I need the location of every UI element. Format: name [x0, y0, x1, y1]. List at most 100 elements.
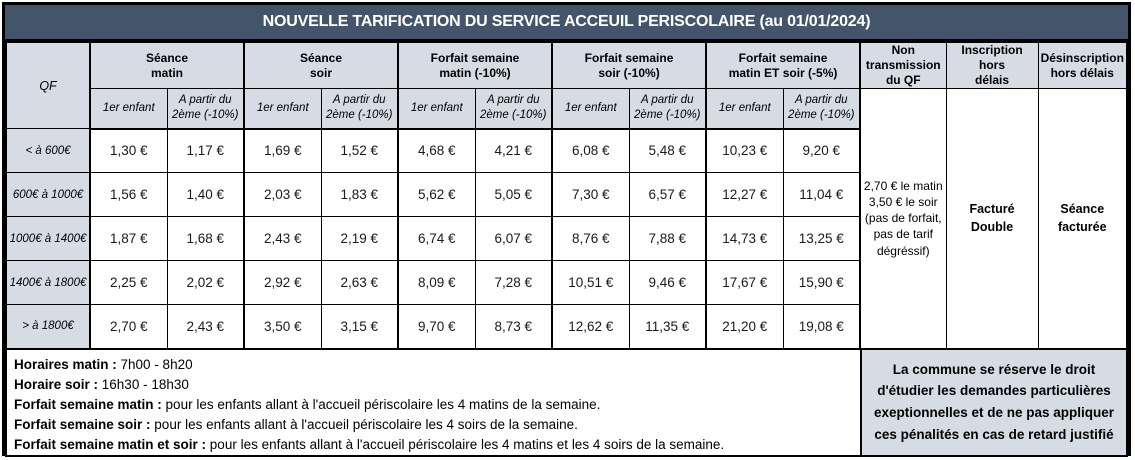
price-cell: 2,02 € [166, 260, 245, 305]
note-text: pour les enfants allant à l'accueil péri… [161, 396, 601, 412]
column-header-non-transmission: Non transmission du QF [859, 41, 947, 89]
subheader-2eme-enfant: A partir du 2ème (-10%) [782, 88, 861, 130]
price-cell: 8,73 € [474, 304, 553, 349]
table-row: 1000€ à 1400€ 1,87 € 1,68 € 2,43 € 2,19 … [5, 216, 1127, 261]
subheader-1er-enfant: 1er enfant [89, 88, 168, 130]
price-cell: 2,43 € [166, 304, 245, 349]
subheader-1er-enfant: 1er enfant [397, 88, 476, 130]
column-header-inscription-hors-delais: Inscription hors délais [945, 41, 1039, 89]
price-cell: 2,43 € [243, 216, 322, 261]
price-cell: 6,08 € [551, 128, 630, 173]
qf-range-label: < à 600€ [5, 128, 91, 173]
subheader-1er-enfant: 1er enfant [243, 88, 322, 130]
price-cell: 13,25 € [782, 216, 861, 261]
note-label: Horaire soir : [14, 376, 99, 392]
price-cell: 21,20 € [705, 304, 784, 349]
price-cell: 1,52 € [320, 128, 399, 173]
price-cell: 2,63 € [320, 260, 399, 305]
subheader-2eme-enfant: A partir du 2ème (-10%) [628, 88, 707, 130]
note-label: Forfait semaine matin : [14, 396, 162, 412]
price-cell: 12,62 € [551, 304, 630, 349]
price-cell: 10,51 € [551, 260, 630, 305]
qf-range-label: > à 1800€ [5, 304, 91, 349]
group-header-forfait-matin: Forfait semaine matin (-10%) [396, 41, 553, 89]
column-header-desinscription-hors-delais: Désinscription hors délais [1037, 41, 1128, 89]
price-cell: 1,68 € [166, 216, 245, 261]
price-cell: 17,67 € [705, 260, 784, 305]
group-header-forfait-soir: Forfait semaine soir (-10%) [551, 41, 707, 89]
price-cell: 6,57 € [628, 172, 707, 217]
price-cell: 1,30 € [89, 128, 168, 173]
price-cell: 6,74 € [397, 216, 476, 261]
price-cell: 15,90 € [782, 260, 861, 305]
table-row: 600€ à 1000€ 1,56 € 1,40 € 2,03 € 1,83 €… [5, 172, 1127, 217]
price-cell: 2,92 € [243, 260, 322, 305]
qf-range-label: 1000€ à 1400€ [5, 216, 91, 261]
price-cell: 11,04 € [782, 172, 861, 217]
price-cell: 9,70 € [397, 304, 476, 349]
subheader-1er-enfant: 1er enfant [551, 88, 630, 130]
table-row: > à 1800€ 2,70 € 2,43 € 3,50 € 3,15 € 9,… [5, 304, 1127, 349]
price-cell: 7,30 € [551, 172, 630, 217]
price-cell: 1,87 € [89, 216, 168, 261]
inscription-penalty: Facturé Double [945, 88, 1039, 349]
price-cell: 12,27 € [705, 172, 784, 217]
qf-range-label: 600€ à 1000€ [5, 172, 91, 217]
price-cell: 2,03 € [243, 172, 322, 217]
note-forfait-matin-soir: Forfait semaine matin et soir : pour les… [14, 435, 853, 455]
qf-column-header: QF [5, 41, 91, 129]
subheader-2eme-enfant: A partir du 2ème (-10%) [474, 88, 553, 130]
subheader-2eme-enfant: A partir du 2ème (-10%) [320, 88, 399, 130]
price-cell: 6,07 € [474, 216, 553, 261]
note-forfait-matin: Forfait semaine matin : pour les enfants… [14, 395, 853, 415]
subheader-1er-enfant: 1er enfant [705, 88, 784, 130]
price-cell: 2,25 € [89, 260, 168, 305]
price-cell: 7,28 € [474, 260, 553, 305]
note-horaire-soir: Horaire soir : 16h30 - 18h30 [14, 375, 853, 395]
price-cell: 4,21 € [474, 128, 553, 173]
table-row: 1400€ à 1800€ 2,25 € 2,02 € 2,92 € 2,63 … [5, 260, 1127, 305]
price-cell: 8,76 € [551, 216, 630, 261]
price-cell: 4,68 € [397, 128, 476, 173]
note-text: pour les enfants allant à l'accueil péri… [150, 416, 578, 432]
schedule-notes: Horaires matin : 7h00 - 8h20 Horaire soi… [5, 349, 862, 457]
price-cell: 3,15 € [320, 304, 399, 349]
price-cell: 1,69 € [243, 128, 322, 173]
note-label: Forfait semaine matin et soir : [14, 436, 207, 452]
price-cell: 11,35 € [628, 304, 707, 349]
price-cell: 10,23 € [705, 128, 784, 173]
group-header-forfait-matin-soir: Forfait semaine matin ET soir (-5%) [705, 41, 861, 89]
commune-disclaimer: La commune se réserve le droit d'étudier… [862, 349, 1128, 457]
pricing-table: QF Séance matin Séance soir Forfait sema… [5, 41, 1128, 350]
price-cell: 5,05 € [474, 172, 553, 217]
note-text: pour les enfants allant à l'accueil péri… [206, 436, 725, 452]
price-cell: 5,48 € [628, 128, 707, 173]
price-cell: 2,19 € [320, 216, 399, 261]
note-text: 7h00 - 8h20 [116, 356, 193, 372]
note-label: Forfait semaine soir : [14, 416, 151, 432]
note-text: 16h30 - 18h30 [98, 376, 189, 392]
price-cell: 1,40 € [166, 172, 245, 217]
subheader-2eme-enfant: A partir du 2ème (-10%) [166, 88, 245, 130]
desinscription-penalty: Séance facturée [1037, 88, 1128, 349]
price-cell: 9,20 € [782, 128, 861, 173]
note-horaires-matin: Horaires matin : 7h00 - 8h20 [14, 355, 853, 375]
qf-range-label: 1400€ à 1800€ [5, 260, 91, 305]
price-cell: 8,09 € [397, 260, 476, 305]
non-transmission-note: 2,70 € le matin 3,50 € le soir (pas de f… [859, 88, 947, 349]
price-cell: 1,83 € [320, 172, 399, 217]
group-header-seance-soir: Séance soir [243, 41, 399, 89]
note-label: Horaires matin : [14, 356, 117, 372]
price-cell: 1,56 € [89, 172, 168, 217]
price-cell: 9,46 € [628, 260, 707, 305]
note-forfait-soir: Forfait semaine soir : pour les enfants … [14, 415, 853, 435]
page-title: NOUVELLE TARIFICATION DU SERVICE ACCEUIL… [5, 5, 1128, 41]
price-cell: 2,70 € [89, 304, 168, 349]
footer: Horaires matin : 7h00 - 8h20 Horaire soi… [5, 349, 1128, 457]
price-cell: 14,73 € [705, 216, 784, 261]
price-cell: 1,17 € [166, 128, 245, 173]
group-header-seance-matin: Séance matin [89, 41, 245, 89]
table-row: < à 600€ 1,30 € 1,17 € 1,69 € 1,52 € 4,6… [5, 128, 1127, 173]
price-cell: 5,62 € [397, 172, 476, 217]
